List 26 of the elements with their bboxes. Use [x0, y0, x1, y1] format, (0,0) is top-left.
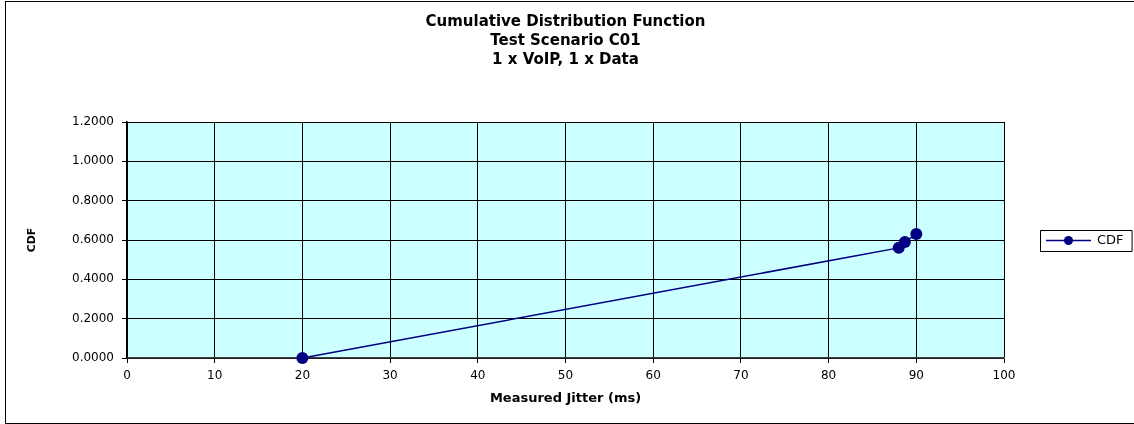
y-axis-title: CDF	[25, 227, 39, 253]
y-tick-label: 0.4000	[72, 271, 114, 286]
y-tick-label: 0.0000	[72, 350, 114, 365]
y-tick-label: 1.2000	[72, 114, 114, 129]
legend-label: CDF	[1097, 231, 1124, 247]
x-tick-label: 80	[820, 368, 837, 383]
y-tick-label: 1.0000	[72, 153, 114, 168]
x-tick-label: 30	[382, 368, 398, 383]
point	[910, 228, 923, 241]
point	[898, 235, 911, 248]
x-axis-title: Measured Jitter (ms)	[489, 389, 642, 405]
x-tick-label: 50	[557, 368, 574, 383]
x-tick-label: 20	[294, 368, 311, 383]
x-tick-label: 60	[645, 368, 661, 383]
x-tick-label: 70	[733, 368, 749, 383]
x-tick-label: 10	[207, 368, 223, 383]
x-tick-label: 0	[123, 368, 131, 383]
y-tick-label: 0.6000	[72, 232, 114, 247]
x-tick-label: 100	[992, 368, 1016, 383]
point	[296, 352, 309, 364]
x-tick-label: 40	[470, 368, 486, 383]
chart-subtitle: Test Scenario C01 1 x VoIP, 1 x Data	[490, 30, 641, 68]
x-tick-label: 90	[908, 368, 924, 383]
y-tick-label: 0.2000	[72, 310, 114, 325]
y-tick-label: 0.8000	[72, 192, 114, 207]
chart-title: Cumulative Distribution Function	[425, 11, 706, 30]
